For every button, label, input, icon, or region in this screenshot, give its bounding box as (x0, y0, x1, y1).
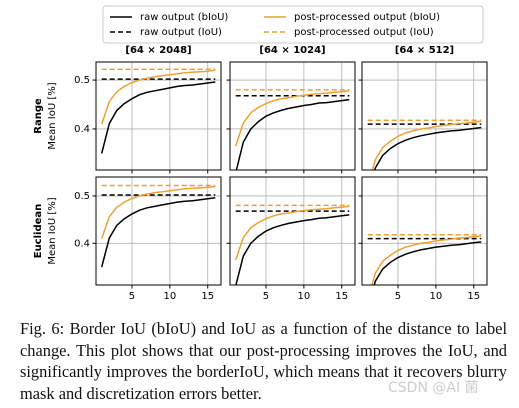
legend-label: raw output (IoU) (140, 27, 222, 38)
plot-area (367, 119, 482, 170)
legend-box (102, 5, 484, 44)
series-line (100, 197, 216, 268)
series-line (374, 126, 482, 170)
series-line (100, 81, 216, 154)
subplot-title: [64 × 512] (395, 45, 454, 56)
legend-label: post-processed output (bIoU) (294, 12, 440, 23)
figure: raw output (bIoU) raw output (IoU) post-pr… (33, 5, 488, 302)
x-tick-label: 15 (201, 291, 214, 302)
plot-area (100, 68, 216, 154)
axes-frame (229, 61, 356, 171)
series-line (371, 234, 482, 285)
x-tick-label: 10 (297, 291, 310, 302)
plot-area (367, 234, 482, 285)
y-tick-label: 0.4 (74, 238, 90, 249)
caption: Fig. 6: Border IoU (bIoU) and IoU as a f… (20, 319, 507, 403)
x-tick-label: 5 (395, 291, 401, 302)
subplot-title: [64 × 1024] (259, 45, 325, 56)
y-tick-label: 0.5 (74, 75, 90, 86)
series-line (100, 69, 216, 125)
series-line (371, 120, 482, 170)
series-line (100, 185, 216, 239)
plot-area (234, 204, 350, 285)
series-line (234, 90, 350, 147)
y-axis-label: Mean IoU [%] (47, 197, 58, 264)
series-line (235, 214, 350, 285)
series-line (373, 241, 482, 285)
y-tick-label: 0.4 (74, 124, 90, 135)
axes-frame (361, 176, 488, 286)
plot-area (100, 184, 216, 268)
subplot-title: [64 × 2048] (125, 45, 191, 56)
plot-area (234, 89, 350, 170)
y-axis-label: Mean IoU [%] (47, 82, 58, 149)
axes-frame (361, 61, 488, 171)
legend-label: raw output (bIoU) (140, 12, 228, 23)
row-label: Euclidean (33, 204, 44, 259)
x-tick-label: 15 (467, 291, 480, 302)
x-tick-label: 15 (335, 291, 348, 302)
row-label: Range (33, 98, 44, 134)
axes-frame (95, 61, 222, 171)
x-tick-label: 10 (163, 291, 176, 302)
legend-label: post-processed output (IoU) (294, 27, 434, 38)
series-line (234, 205, 350, 261)
axes-frame (229, 176, 356, 286)
x-tick-label: 5 (263, 291, 269, 302)
x-tick-label: 10 (429, 291, 442, 302)
y-tick-label: 0.5 (74, 191, 90, 202)
axes-frame (95, 176, 222, 286)
watermark: CSDN @AI 菌 (388, 380, 479, 396)
series-line (235, 98, 350, 170)
x-tick-label: 5 (129, 291, 135, 302)
